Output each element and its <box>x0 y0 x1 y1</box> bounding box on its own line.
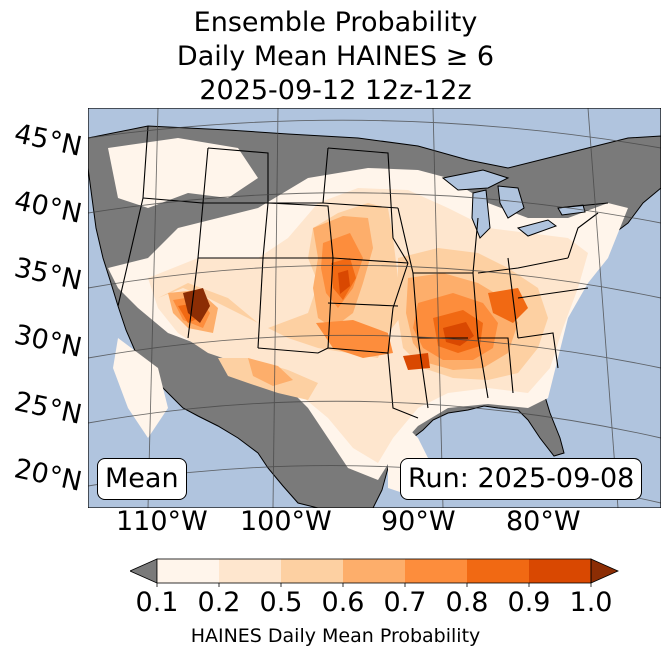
prob-region-0.9 <box>338 270 350 294</box>
lat-label-20: 20°N <box>11 453 85 498</box>
colorbar-tick-0.2: 0.2 <box>197 587 241 618</box>
colorbar-bin-0.6-0.7 <box>343 559 405 583</box>
lon-label-100: 100°W <box>240 506 332 537</box>
colorbar-tick-0.9: 0.9 <box>507 587 551 618</box>
prob-region-0.8d <box>488 288 528 323</box>
title-line-2: Daily Mean HAINES ≥ 6 <box>176 41 495 72</box>
colorbar-bin-0.2-0.5 <box>219 559 281 583</box>
lat-label-40: 40°N <box>11 185 85 230</box>
colorbar-tick-0.5: 0.5 <box>259 587 303 618</box>
colorbar-bin-0.8-0.9 <box>467 559 529 583</box>
colorbar <box>130 558 619 587</box>
colorbar-tick-0.7: 0.7 <box>383 587 427 618</box>
title-line-1: Ensemble Probability <box>193 7 478 38</box>
probability-field <box>108 138 628 498</box>
lon-label-80: 80°W <box>506 506 581 537</box>
state-borders <box>117 125 609 419</box>
prob-region-1.0 <box>183 288 210 323</box>
colorbar-under-arrow <box>130 558 158 584</box>
colorbar-over-arrow <box>590 558 619 584</box>
mean-label-box: Mean <box>97 458 187 500</box>
lon-label-90: 90°W <box>381 506 456 537</box>
map-panel <box>88 108 661 508</box>
colorbar-label: HAINES Daily Mean Probability <box>190 625 481 647</box>
title-line-3: 2025-09-12 12z-12z <box>199 75 472 106</box>
lat-label-25: 25°N <box>11 386 85 431</box>
lat-label-45: 45°N <box>11 118 85 163</box>
colorbar-bin-0.5-0.6 <box>281 559 343 583</box>
colorbar-bin-0.1-0.2 <box>157 559 219 583</box>
colorbar-bin-0.9-1.0 <box>529 559 591 583</box>
run-date-box: Run: 2025-09-08 <box>400 458 643 500</box>
colorbar-tick-0.1: 0.1 <box>135 587 179 618</box>
lat-label-30: 30°N <box>11 319 85 364</box>
lat-label-35: 35°N <box>11 252 85 297</box>
colorbar-tick-1.0: 1.0 <box>569 587 613 618</box>
prob-region-0.6d <box>248 358 293 386</box>
colorbar-tick-0.6: 0.6 <box>321 587 365 618</box>
colorbar-tick-0.8: 0.8 <box>445 587 489 618</box>
colorbar-bin-0.7-0.8 <box>405 559 467 583</box>
lon-label-110: 110°W <box>116 506 208 537</box>
prob-region-0.9c <box>403 353 430 370</box>
